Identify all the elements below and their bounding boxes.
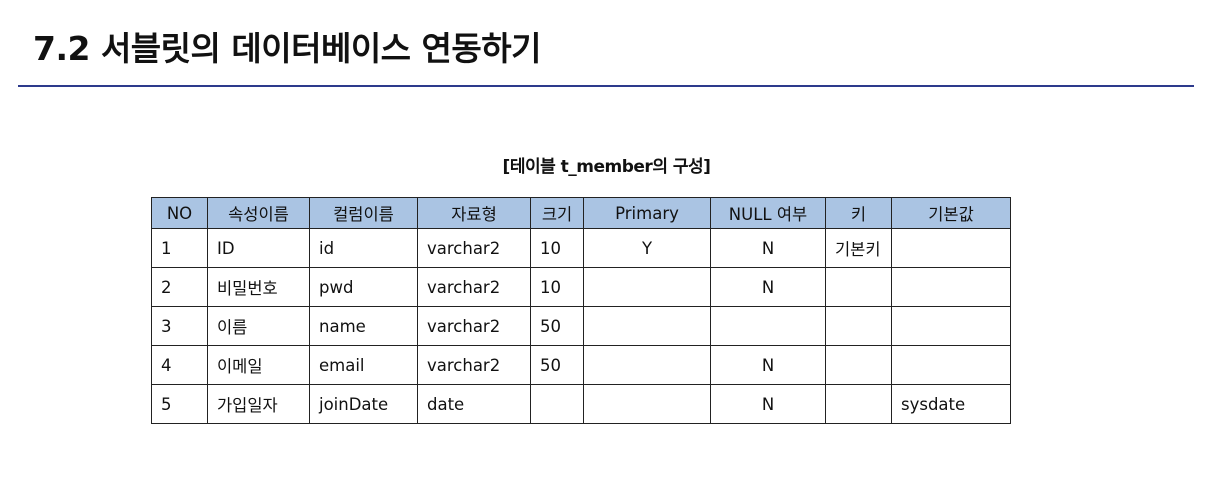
cell-primary: [583, 345, 711, 385]
table-row: 3 이름 name varchar2 50: [151, 306, 1011, 346]
title-divider: [18, 85, 1194, 87]
cell-size: 50: [530, 345, 584, 385]
header-attribute-name: 속성이름: [207, 197, 310, 229]
cell-nullable: [710, 306, 826, 346]
cell-column-name: email: [309, 345, 418, 385]
cell-primary: [583, 306, 711, 346]
header-data-type: 자료형: [417, 197, 531, 229]
cell-primary: [583, 384, 711, 424]
cell-default: sysdate: [891, 384, 1011, 424]
table-row: 1 ID id varchar2 10 Y N 기본키: [151, 228, 1011, 268]
cell-nullable: N: [710, 384, 826, 424]
cell-data-type: varchar2: [417, 228, 531, 268]
cell-nullable: N: [710, 267, 826, 307]
cell-attribute-name: 가입일자: [207, 384, 310, 424]
cell-data-type: varchar2: [417, 345, 531, 385]
header-no: NO: [151, 197, 208, 229]
cell-nullable: N: [710, 228, 826, 268]
header-primary: Primary: [583, 197, 711, 229]
cell-column-name: pwd: [309, 267, 418, 307]
cell-column-name: name: [309, 306, 418, 346]
cell-key: 기본키: [825, 228, 892, 268]
cell-column-name: joinDate: [309, 384, 418, 424]
cell-size: 10: [530, 228, 584, 268]
cell-default: [891, 267, 1011, 307]
cell-default: [891, 228, 1011, 268]
table-row: 5 가입일자 joinDate date N sysdate: [151, 384, 1011, 424]
cell-no: 1: [151, 228, 208, 268]
cell-no: 5: [151, 384, 208, 424]
table-caption: [테이블 t_member의 구성]: [502, 157, 711, 177]
cell-primary: Y: [583, 228, 711, 268]
cell-no: 3: [151, 306, 208, 346]
header-nullable: NULL 여부: [710, 197, 826, 229]
cell-no: 4: [151, 345, 208, 385]
header-column-name: 컬럼이름: [309, 197, 418, 229]
member-table: NO 속성이름 컬럼이름 자료형 크기 Primary NULL 여부 키 기본…: [151, 197, 1011, 424]
cell-no: 2: [151, 267, 208, 307]
cell-data-type: varchar2: [417, 306, 531, 346]
cell-attribute-name: ID: [207, 228, 310, 268]
cell-column-name: id: [309, 228, 418, 268]
table-row: 2 비밀번호 pwd varchar2 10 N: [151, 267, 1011, 307]
cell-attribute-name: 이메일: [207, 345, 310, 385]
cell-size: [530, 384, 584, 424]
cell-key: [825, 267, 892, 307]
table-row: 4 이메일 email varchar2 50 N: [151, 345, 1011, 385]
header-size: 크기: [530, 197, 584, 229]
cell-attribute-name: 이름: [207, 306, 310, 346]
header-default: 기본값: [891, 197, 1011, 229]
cell-data-type: date: [417, 384, 531, 424]
cell-key: [825, 384, 892, 424]
cell-size: 50: [530, 306, 584, 346]
cell-key: [825, 306, 892, 346]
cell-attribute-name: 비밀번호: [207, 267, 310, 307]
cell-data-type: varchar2: [417, 267, 531, 307]
table-header-row: NO 속성이름 컬럼이름 자료형 크기 Primary NULL 여부 키 기본…: [151, 197, 1011, 229]
cell-primary: [583, 267, 711, 307]
cell-size: 10: [530, 267, 584, 307]
cell-nullable: N: [710, 345, 826, 385]
page-title: 7.2 서블릿의 데이터베이스 연동하기: [33, 29, 541, 68]
cell-default: [891, 306, 1011, 346]
cell-default: [891, 345, 1011, 385]
cell-key: [825, 345, 892, 385]
header-key: 키: [825, 197, 892, 229]
